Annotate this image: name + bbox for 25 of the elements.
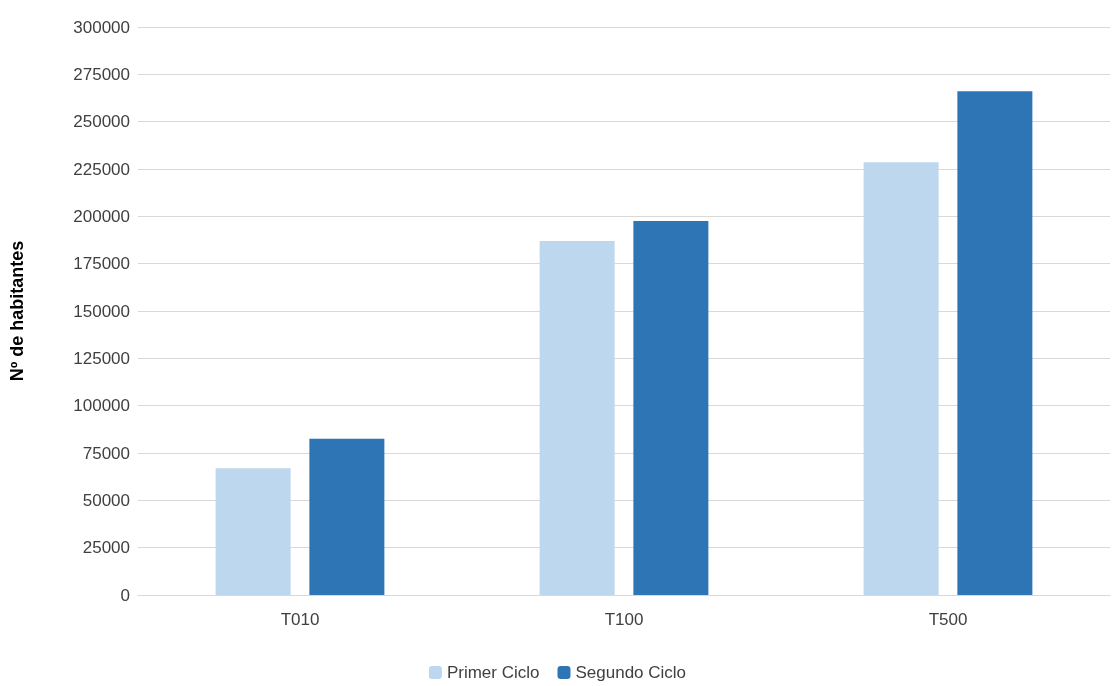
bar	[863, 162, 939, 595]
y-tick-label: 175000	[73, 254, 130, 274]
x-tick-label: T010	[280, 610, 320, 629]
bar	[633, 221, 709, 595]
y-tick-label: 250000	[73, 112, 130, 132]
y-tick-label: 300000	[73, 17, 130, 37]
x-tick-label: T100	[604, 610, 644, 629]
y-tick-label: 275000	[73, 64, 130, 84]
y-tick-label: 225000	[73, 159, 130, 179]
bar	[539, 240, 615, 595]
y-tick-label: 50000	[82, 490, 130, 510]
legend-label: Primer Ciclo	[446, 663, 540, 682]
y-tick-label: 200000	[73, 206, 130, 226]
y-tick-label: 125000	[73, 348, 130, 368]
y-tick-label: 0	[120, 585, 130, 605]
y-axis-title: Nº de habitantes	[7, 240, 27, 382]
y-tick-label: 75000	[82, 443, 130, 463]
y-tick-label: 25000	[82, 538, 130, 558]
bar	[957, 91, 1033, 595]
bar	[215, 468, 291, 595]
legend-label: Segundo Ciclo	[575, 663, 687, 682]
y-tick-label: 100000	[73, 396, 130, 416]
x-tick-label: T500	[928, 610, 968, 629]
y-tick-label: 150000	[73, 301, 130, 321]
bar	[309, 438, 385, 595]
